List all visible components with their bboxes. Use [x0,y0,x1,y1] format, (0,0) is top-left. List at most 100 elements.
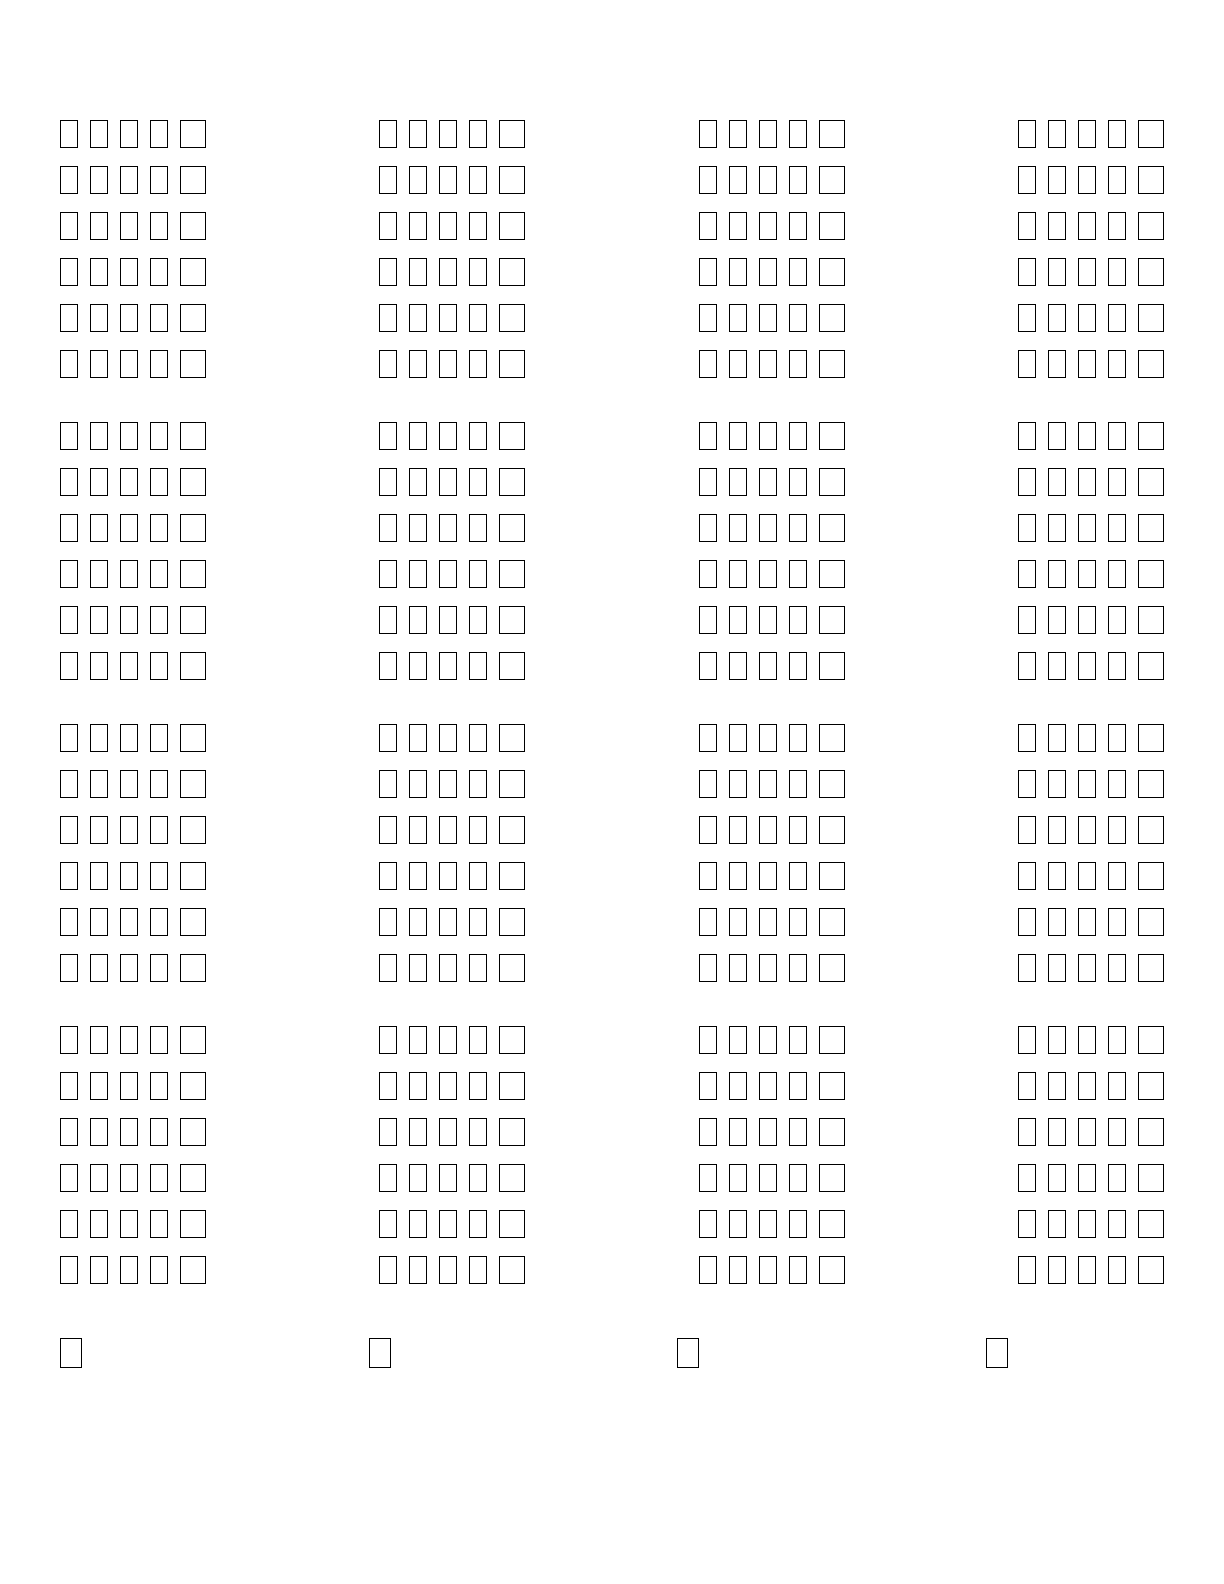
entry-box[interactable] [499,606,525,634]
entry-box[interactable] [180,1164,206,1192]
entry-box[interactable] [789,1118,807,1146]
entry-box[interactable] [699,304,717,332]
entry-box[interactable] [180,350,206,378]
entry-box[interactable] [469,954,487,982]
entry-box[interactable] [759,422,777,450]
entry-box[interactable] [819,1072,845,1100]
entry-box[interactable] [1018,422,1036,450]
entry-box[interactable] [60,212,78,240]
entry-box[interactable] [469,560,487,588]
entry-box[interactable] [150,120,168,148]
entry-box[interactable] [60,560,78,588]
entry-box[interactable] [409,954,427,982]
entry-box[interactable] [1078,606,1096,634]
entry-box[interactable] [1078,1118,1096,1146]
entry-box[interactable] [759,1026,777,1054]
entry-box[interactable] [120,954,138,982]
entry-box[interactable] [409,1256,427,1284]
entry-box[interactable] [379,514,397,542]
entry-box[interactable] [1138,954,1164,982]
entry-box[interactable] [1048,862,1066,890]
entry-box[interactable] [499,304,525,332]
entry-box[interactable] [150,816,168,844]
entry-box[interactable] [1138,258,1164,286]
entry-box[interactable] [150,1072,168,1100]
entry-box[interactable] [819,908,845,936]
entry-box[interactable] [1078,258,1096,286]
entry-box[interactable] [150,606,168,634]
entry-box[interactable] [789,212,807,240]
entry-box[interactable] [1018,166,1036,194]
entry-box[interactable] [759,120,777,148]
entry-box[interactable] [1108,166,1126,194]
entry-box[interactable] [1078,652,1096,680]
entry-box[interactable] [150,908,168,936]
entry-box[interactable] [729,606,747,634]
entry-box[interactable] [120,770,138,798]
entry-box[interactable] [1018,908,1036,936]
entry-box[interactable] [1108,120,1126,148]
entry-box[interactable] [1138,1026,1164,1054]
entry-box[interactable] [439,468,457,496]
entry-box[interactable] [379,908,397,936]
entry-box[interactable] [729,422,747,450]
entry-box[interactable] [1108,212,1126,240]
entry-box[interactable] [180,258,206,286]
entry-box[interactable] [90,422,108,450]
entry-box[interactable] [469,350,487,378]
entry-box[interactable] [409,212,427,240]
entry-box[interactable] [789,908,807,936]
entry-box[interactable] [150,1026,168,1054]
entry-box[interactable] [1138,422,1164,450]
entry-box[interactable] [150,954,168,982]
entry-box[interactable] [729,1026,747,1054]
entry-box[interactable] [1078,468,1096,496]
entry-box[interactable] [439,724,457,752]
entry-box[interactable] [469,908,487,936]
entry-box[interactable] [409,770,427,798]
entry-box[interactable] [789,304,807,332]
entry-box[interactable] [180,1118,206,1146]
entry-box[interactable] [759,816,777,844]
entry-box[interactable] [60,514,78,542]
entry-box[interactable] [469,1118,487,1146]
entry-box[interactable] [90,1072,108,1100]
entry-box[interactable] [90,1164,108,1192]
entry-box[interactable] [150,304,168,332]
entry-box[interactable] [469,304,487,332]
entry-box[interactable] [1048,1072,1066,1100]
entry-box[interactable] [60,606,78,634]
entry-box[interactable] [1078,304,1096,332]
entry-box[interactable] [699,724,717,752]
entry-box[interactable] [1048,606,1066,634]
entry-box[interactable] [1048,258,1066,286]
entry-box[interactable] [469,1210,487,1238]
entry-box[interactable] [60,258,78,286]
entry-box[interactable] [150,1118,168,1146]
entry-box[interactable] [409,1210,427,1238]
entry-box[interactable] [1018,606,1036,634]
entry-box[interactable] [60,652,78,680]
entry-box[interactable] [1048,468,1066,496]
entry-box[interactable] [369,1338,391,1368]
entry-box[interactable] [759,1210,777,1238]
entry-box[interactable] [90,166,108,194]
entry-box[interactable] [1108,422,1126,450]
entry-box[interactable] [90,1210,108,1238]
entry-box[interactable] [379,166,397,194]
entry-box[interactable] [699,1210,717,1238]
entry-box[interactable] [379,954,397,982]
entry-box[interactable] [150,422,168,450]
entry-box[interactable] [120,422,138,450]
entry-box[interactable] [439,514,457,542]
entry-box[interactable] [409,560,427,588]
entry-box[interactable] [379,1256,397,1284]
entry-box[interactable] [819,258,845,286]
entry-box[interactable] [90,724,108,752]
entry-box[interactable] [789,724,807,752]
entry-box[interactable] [409,1118,427,1146]
entry-box[interactable] [120,350,138,378]
entry-box[interactable] [439,862,457,890]
entry-box[interactable] [1138,120,1164,148]
entry-box[interactable] [379,120,397,148]
